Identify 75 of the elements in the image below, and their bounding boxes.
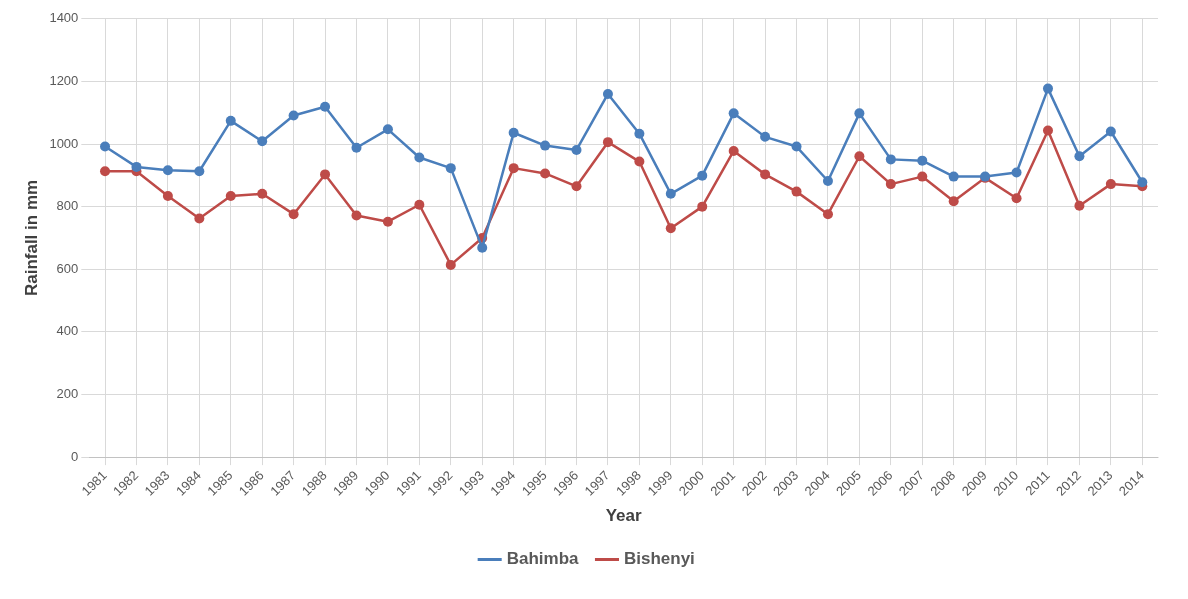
point <box>194 213 205 224</box>
x-axis-title: Year <box>605 506 642 526</box>
point <box>665 188 676 199</box>
point <box>1074 151 1085 162</box>
y-tick-label: 400 <box>56 323 79 339</box>
point <box>508 127 519 138</box>
point <box>414 152 425 163</box>
point <box>540 168 551 179</box>
point <box>194 166 205 177</box>
point <box>791 186 802 197</box>
point <box>100 141 111 152</box>
y-tick-label: 800 <box>56 198 79 214</box>
point <box>445 259 456 270</box>
point <box>414 199 425 210</box>
y-tick-label: 1200 <box>49 73 79 88</box>
point <box>1042 83 1053 94</box>
point <box>162 191 173 202</box>
point <box>665 223 676 234</box>
point <box>885 179 896 190</box>
point <box>728 108 739 119</box>
point <box>1105 179 1116 190</box>
point <box>320 169 331 180</box>
point <box>100 166 111 177</box>
point <box>822 209 833 220</box>
point <box>1137 177 1148 188</box>
point <box>571 181 582 192</box>
point <box>760 131 771 142</box>
y-tick-label: 1400 <box>49 10 79 26</box>
point <box>571 144 582 155</box>
y-tick-label: 600 <box>56 260 79 276</box>
point <box>162 165 173 176</box>
point <box>131 161 142 172</box>
point <box>917 171 928 182</box>
point <box>854 151 865 162</box>
y-tick-label: 0 <box>71 448 79 464</box>
point <box>854 108 865 119</box>
point <box>540 140 551 151</box>
point <box>257 136 268 147</box>
point <box>948 196 959 207</box>
point <box>320 101 331 112</box>
point <box>288 110 299 121</box>
point <box>288 209 299 220</box>
point <box>634 128 645 139</box>
legend-label: Bahimba <box>506 549 580 569</box>
point <box>697 170 708 181</box>
point <box>1011 167 1022 178</box>
y-tick-label: 1000 <box>49 135 79 151</box>
point <box>760 169 771 180</box>
point <box>1042 125 1053 136</box>
point <box>634 156 645 167</box>
point <box>445 163 456 174</box>
point <box>917 155 928 166</box>
point <box>728 145 739 156</box>
point <box>1011 193 1022 204</box>
point <box>948 171 959 182</box>
legend-label: Bishenyi <box>623 549 695 569</box>
point <box>508 163 519 174</box>
y-tick-label: 200 <box>56 386 79 402</box>
point <box>477 242 488 253</box>
point <box>697 201 708 212</box>
point <box>225 115 236 126</box>
point <box>1105 126 1116 137</box>
point <box>1074 200 1085 211</box>
point <box>791 141 802 152</box>
point <box>351 142 362 153</box>
point <box>257 188 268 199</box>
point <box>822 175 833 186</box>
point <box>351 210 362 221</box>
y-axis-title: Rainfall in mm <box>21 179 41 297</box>
point <box>225 191 236 202</box>
point <box>602 137 613 148</box>
point <box>885 154 896 165</box>
point <box>602 88 613 99</box>
point <box>382 216 393 227</box>
point <box>382 124 393 135</box>
